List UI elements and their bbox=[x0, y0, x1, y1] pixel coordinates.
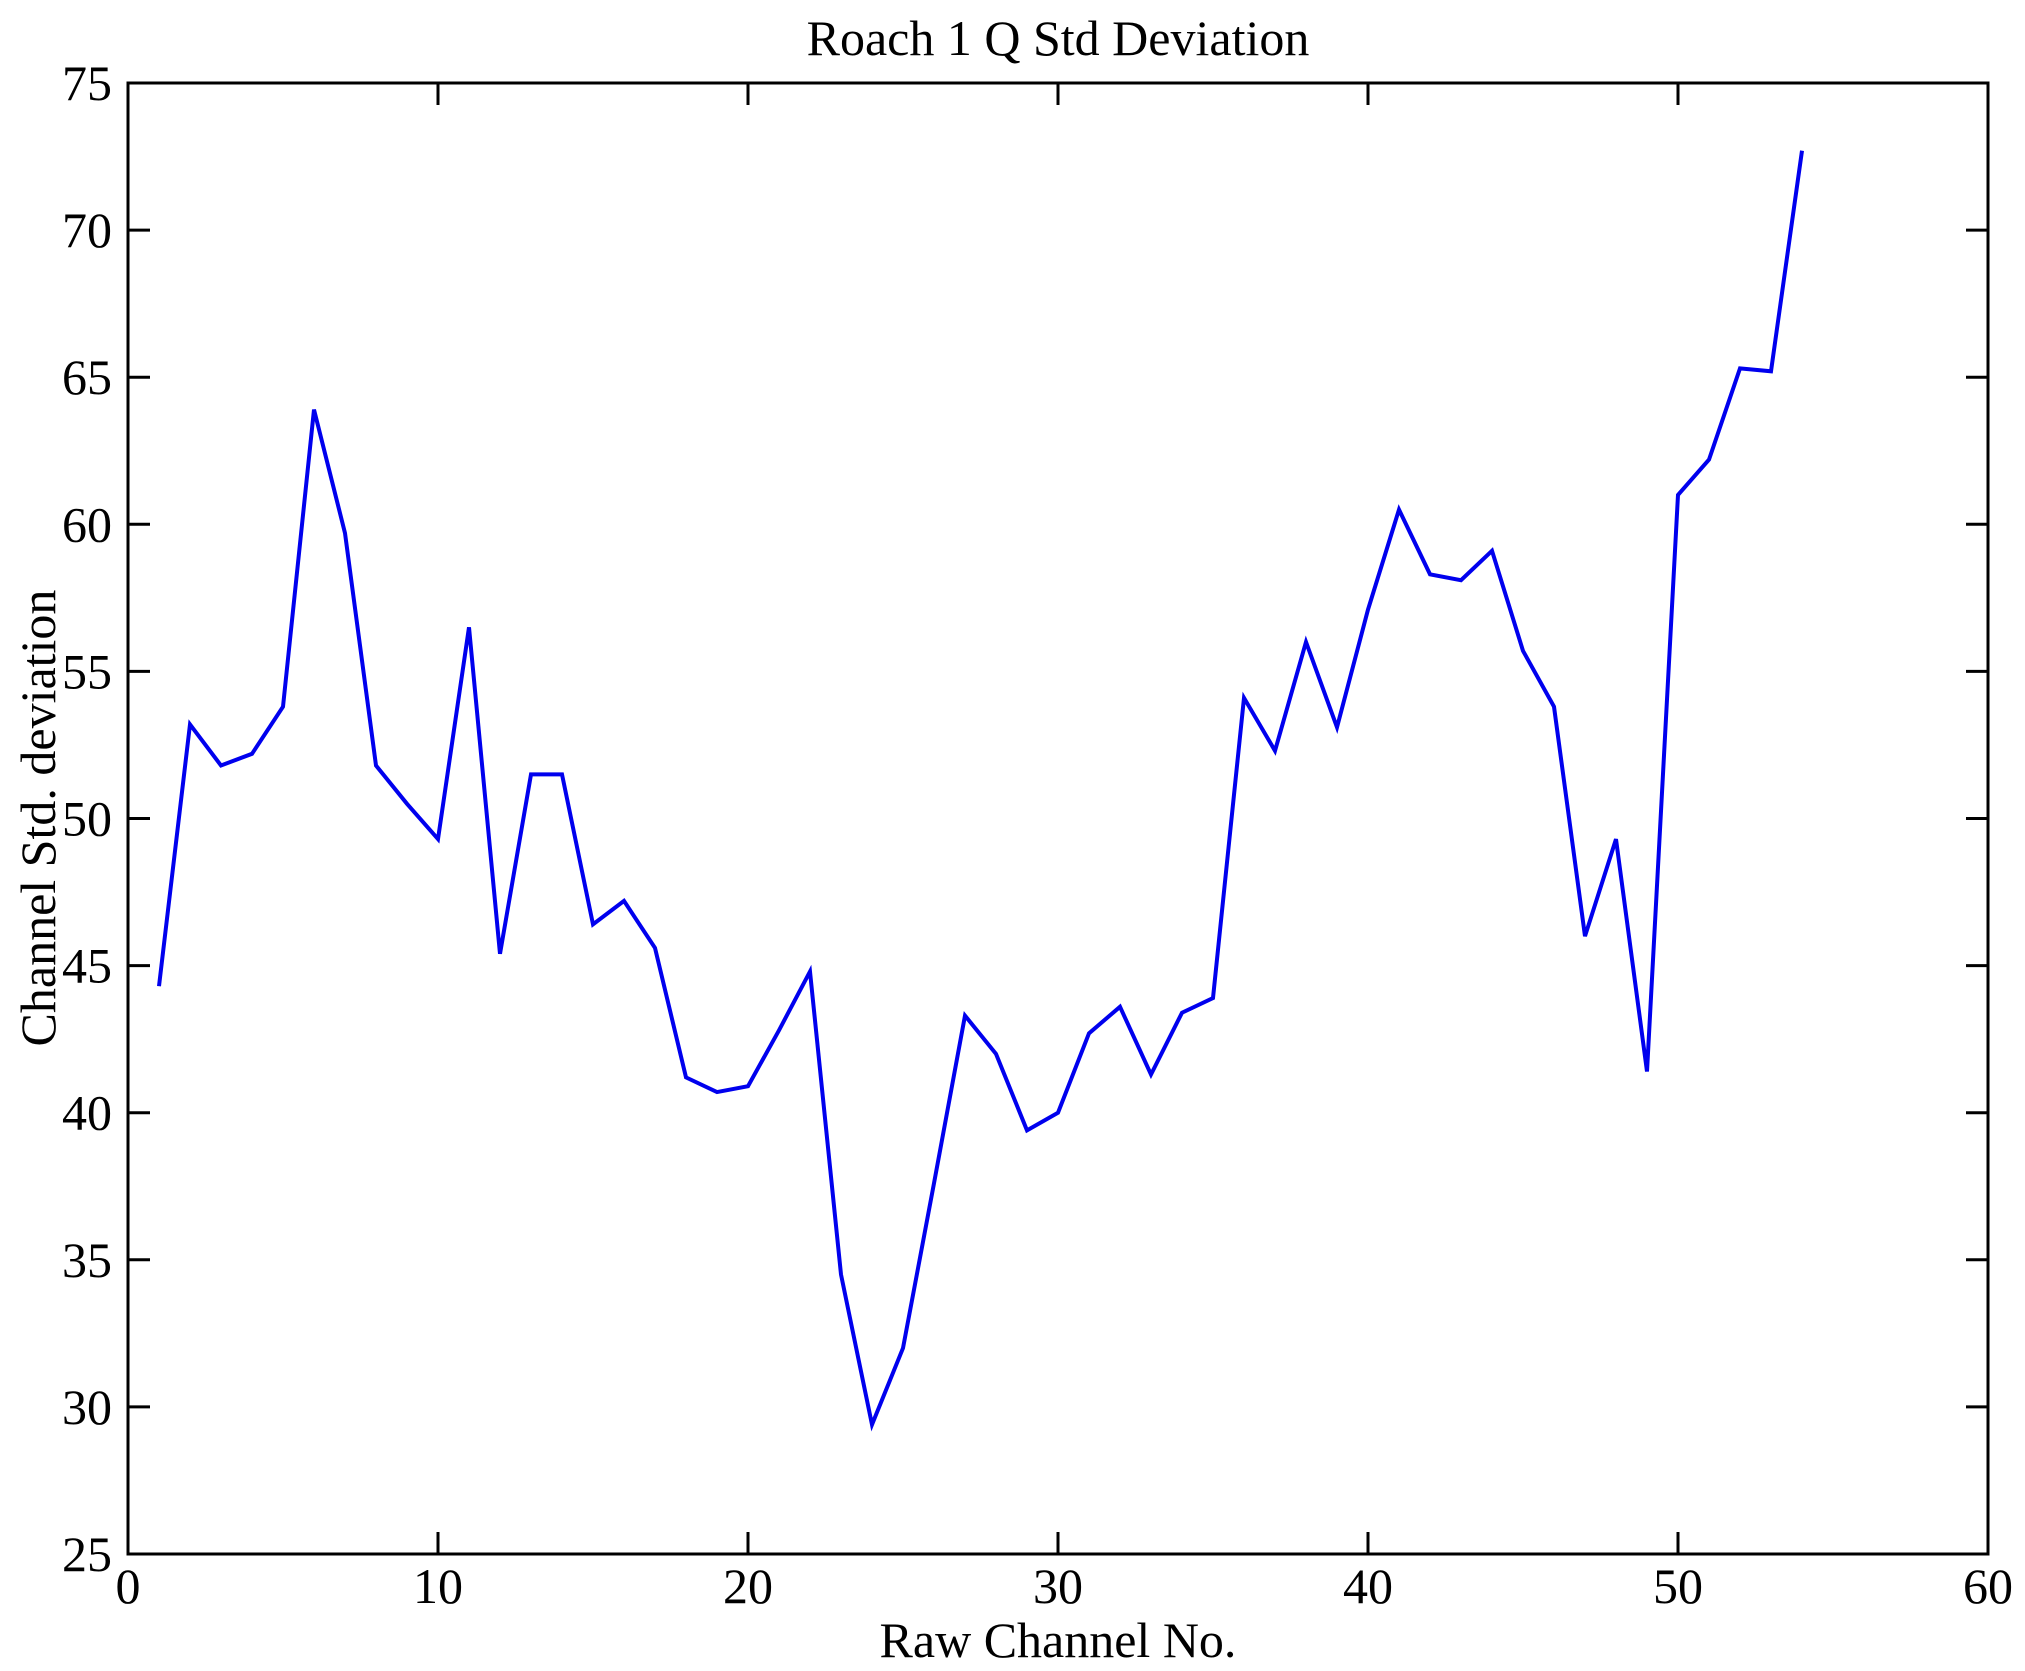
plot-frame bbox=[126, 81, 1990, 1556]
data-line bbox=[157, 150, 1804, 1432]
x-tick-label: 0 bbox=[116, 1558, 141, 1614]
x-tick-label: 10 bbox=[413, 1558, 463, 1614]
y-tick-label: 45 bbox=[62, 938, 112, 994]
x-tick-label: 30 bbox=[1033, 1558, 1083, 1614]
y-tick-label: 30 bbox=[62, 1379, 112, 1435]
y-tick-label: 75 bbox=[62, 55, 112, 111]
x-axis-label: Raw Channel No. bbox=[879, 1612, 1237, 1668]
y-tick-label: 50 bbox=[62, 791, 112, 847]
chart-title: Roach 1 Q Std Deviation bbox=[806, 10, 1310, 66]
x-tick-label: 20 bbox=[723, 1558, 773, 1614]
y-tick-label: 65 bbox=[62, 349, 112, 405]
x-tick-label: 60 bbox=[1963, 1558, 2013, 1614]
y-axis-label: Channel Std. deviation bbox=[10, 589, 66, 1047]
y-tick-label: 25 bbox=[62, 1526, 112, 1582]
x-tick-label: 50 bbox=[1653, 1558, 1703, 1614]
x-tick-label: 40 bbox=[1343, 1558, 1393, 1614]
y-tick-label: 70 bbox=[62, 202, 112, 258]
y-tick-label: 60 bbox=[62, 496, 112, 552]
y-tick-label: 55 bbox=[62, 643, 112, 699]
y-tick-label: 35 bbox=[62, 1232, 112, 1288]
y-tick-label: 40 bbox=[62, 1085, 112, 1141]
